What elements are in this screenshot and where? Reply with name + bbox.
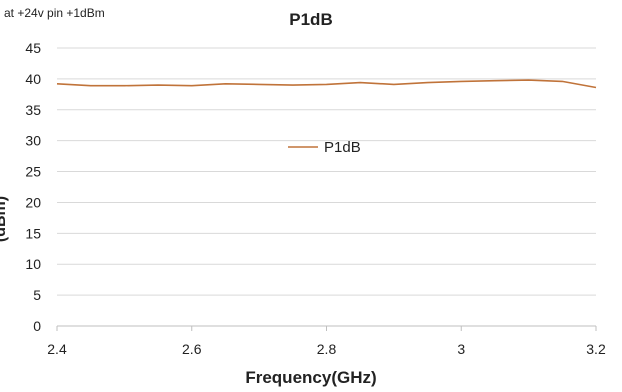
y-tick-label: 5 (33, 287, 41, 303)
y-tick-label: 40 (25, 71, 41, 87)
x-tick-label: 3.2 (586, 341, 606, 357)
series-line-p1db (56, 79, 597, 89)
y-tick-label: 30 (25, 133, 41, 149)
x-tick-label: 2.6 (182, 341, 202, 357)
condition-note: at +24v pin +1dBm (4, 6, 105, 20)
y-tick-label: 20 (25, 194, 41, 210)
y-tick-label: 35 (25, 102, 41, 118)
y-tick-label: 0 (33, 318, 41, 334)
y-tick-label: 45 (25, 40, 41, 56)
y-tick-label: 10 (25, 256, 41, 272)
x-tick-label: 2.4 (47, 341, 67, 357)
x-axis-label: Frequency(GHz) (245, 368, 377, 387)
x-tick-label: 3 (457, 341, 465, 357)
chart-title: P1dB (289, 10, 333, 29)
y-tick-label: 25 (25, 164, 41, 180)
y-tick-label: 15 (25, 225, 41, 241)
legend-label-p1db: P1dB (324, 139, 361, 156)
x-tick-label: 2.8 (317, 341, 337, 357)
